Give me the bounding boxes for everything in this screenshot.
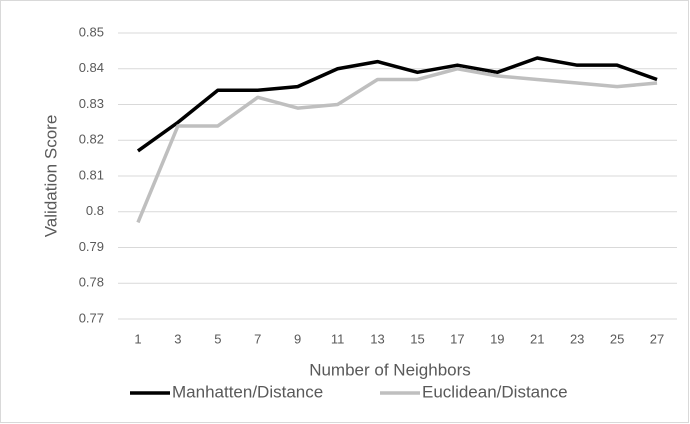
x-tick-label: 9 xyxy=(294,331,301,346)
x-tick-label: 17 xyxy=(450,331,464,346)
series-line xyxy=(136,67,658,224)
x-tick-label: 27 xyxy=(650,331,664,346)
y-tick-label: 0.85 xyxy=(79,24,104,39)
x-tick-label: 23 xyxy=(570,331,584,346)
x-tick-label: 15 xyxy=(410,331,424,346)
x-tick-label: 5 xyxy=(214,331,221,346)
x-tick-label: 19 xyxy=(490,331,504,346)
x-tick-label: 25 xyxy=(610,331,624,346)
y-tick-label: 0.82 xyxy=(79,132,104,147)
y-tick-label: 0.84 xyxy=(79,60,104,75)
x-tick-label: 13 xyxy=(370,331,384,346)
y-tick-label: 0.77 xyxy=(79,310,104,325)
y-tick-label: 0.8 xyxy=(86,203,104,218)
x-tick-label: 11 xyxy=(331,331,345,346)
x-tick-label: 21 xyxy=(530,331,544,346)
y-tick-label: 0.79 xyxy=(79,239,104,254)
x-axis-label: Number of Neighbors xyxy=(309,360,471,379)
series-line xyxy=(136,56,658,153)
x-tick-label: 7 xyxy=(254,331,261,346)
y-tick-label: 0.78 xyxy=(79,275,104,290)
legend-label: Euclidean/Distance xyxy=(422,382,568,401)
x-tick-label: 1 xyxy=(134,331,141,346)
x-tick-label: 3 xyxy=(174,331,181,346)
y-tick-label: 0.81 xyxy=(79,167,104,182)
y-tick-label: 0.83 xyxy=(79,96,104,111)
legend-label: Manhatten/Distance xyxy=(172,382,323,401)
y-axis-label: Validation Score xyxy=(41,115,60,238)
